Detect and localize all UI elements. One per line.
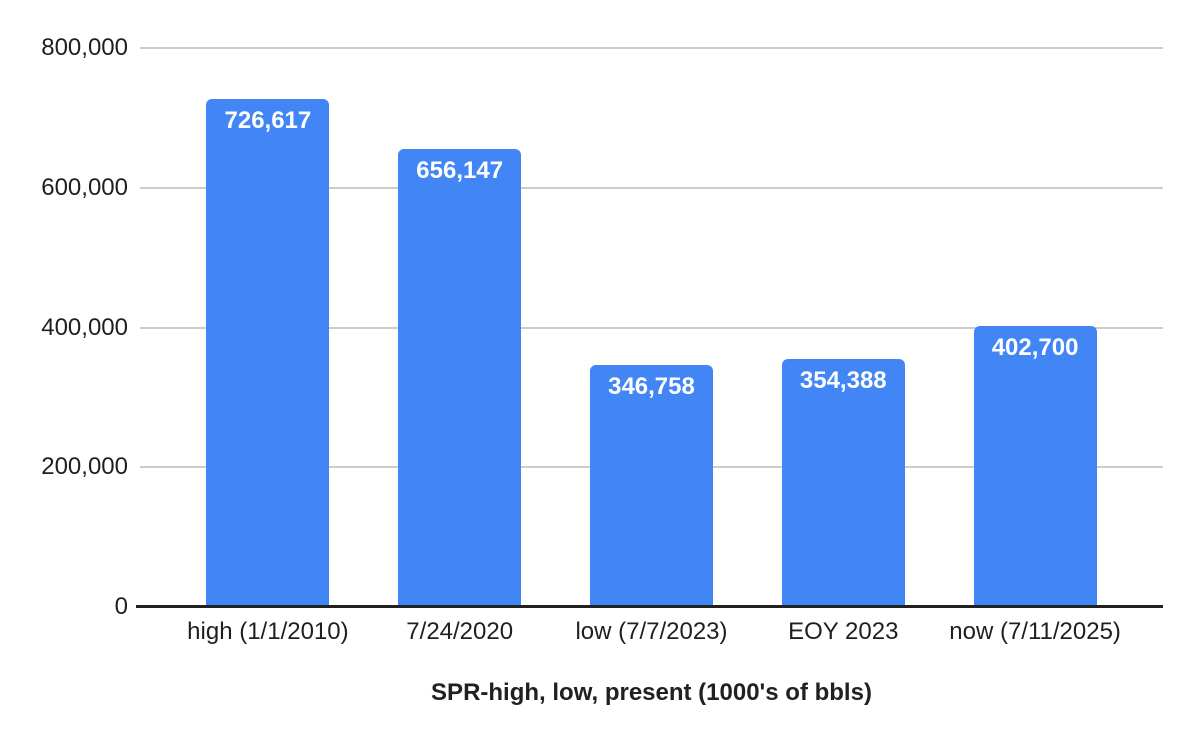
- y-axis-tick-label: 400,000: [41, 313, 128, 341]
- y-axis-tick-label: 0: [114, 593, 128, 620]
- bar-value-label: 726,617: [224, 107, 312, 135]
- bar-value-label: 354,388: [799, 367, 887, 395]
- x-axis-tick-label: high (1/1/2010): [187, 618, 349, 645]
- plot-area: 726,617 656,147 346,758 354,388 402,700: [136, 47, 1163, 608]
- x-axis-line: [136, 605, 1163, 608]
- bar: 354,388: [781, 359, 905, 607]
- y-axis-tick-label: 600,000: [41, 173, 128, 201]
- y-axis-tick-label: 200,000: [41, 453, 128, 481]
- gridline: [140, 326, 1163, 329]
- bar: 726,617: [206, 99, 330, 607]
- y-axis: 0 200,000 400,000 600,000 800,000: [0, 34, 128, 620]
- bar: 346,758: [589, 364, 713, 607]
- x-axis-tick-label: low (7/7/2023): [575, 618, 728, 645]
- x-axis-tick-label: 7/24/2020: [406, 618, 514, 645]
- bar-value-label: 656,147: [416, 156, 504, 184]
- bar-band: 402,700: [939, 48, 1131, 607]
- chart-title: SPR-high, low, present (1000's of bbls): [431, 679, 872, 706]
- bar-value-label: 346,758: [608, 372, 695, 400]
- x-axis-labels: high (1/1/2010) 7/24/2020 low (7/7/2023) EO…: [172, 617, 1131, 647]
- gridline: [140, 186, 1163, 189]
- bar-value-label: 402,700: [991, 333, 1079, 361]
- x-axis-tick-label: now (7/11/2025): [949, 618, 1121, 645]
- bar: 656,147: [398, 148, 522, 607]
- gridline: [140, 47, 1163, 49]
- bar-band: 346,758: [556, 48, 748, 607]
- bar-band: 354,388: [747, 48, 939, 607]
- x-axis-tick-label: EOY 2023: [788, 618, 899, 645]
- y-axis-tick-label: 800,000: [41, 34, 128, 61]
- bar: 402,700: [973, 325, 1097, 607]
- bar-band: 656,147: [364, 48, 556, 607]
- bar-band: 726,617: [172, 48, 364, 607]
- bars: 726,617 656,147 346,758 354,388 402,700: [172, 48, 1131, 607]
